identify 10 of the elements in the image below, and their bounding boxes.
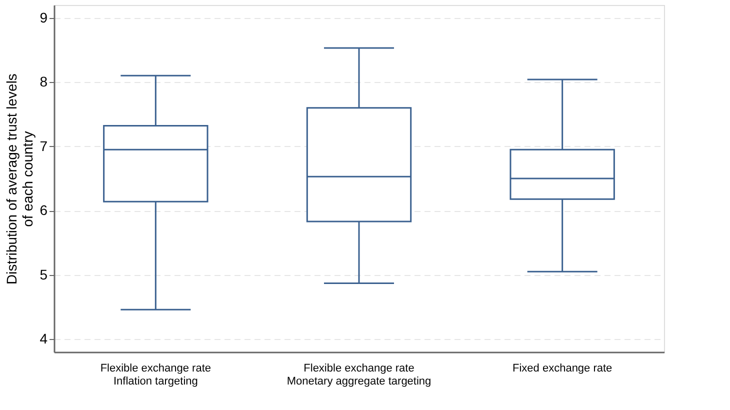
y-tick-label: 8 [40, 74, 48, 90]
x-tick-label: Flexible exchange rate Inflation targeting [100, 362, 212, 388]
y-tick-label: 6 [40, 202, 48, 218]
y-tick-label: 7 [40, 138, 48, 154]
x-tick-label: Fixed exchange rate [512, 362, 612, 374]
x-tick-label: Flexible exchange rate Monetary aggregate targeting [286, 362, 432, 388]
y-tick-label: 4 [40, 330, 48, 347]
y-tick-label: 5 [40, 266, 48, 282]
y-tick-label: 9 [40, 9, 48, 26]
y-axis-title: Distribution of average trust levels of each country [4, 74, 36, 284]
